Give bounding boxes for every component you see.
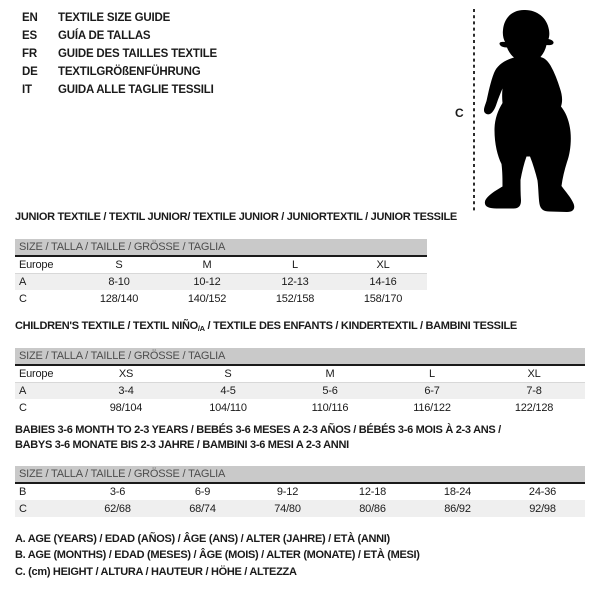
table-row: C 98/104 104/110 110/116 116/122 122/128 <box>15 399 585 416</box>
size-cell: 116/122 <box>413 401 451 414</box>
size-cell: 24-36 <box>528 486 557 498</box>
row-label: C <box>19 401 27 414</box>
size-cell: 62/68 <box>75 500 160 517</box>
size-cell: XL <box>483 365 585 383</box>
baby-silhouette <box>483 9 575 212</box>
size-cell: 74/80 <box>245 500 330 517</box>
size-cell: 4-5 <box>177 382 279 399</box>
table-row: B 3-6 6-9 9-12 12-18 18-24 24-36 <box>15 483 585 500</box>
table-row: C 62/68 68/74 74/80 80/86 86/92 92/98 <box>15 500 585 517</box>
row-label: Europe <box>15 256 75 274</box>
table-row: Europe S M L XL <box>15 256 427 274</box>
size-cell: 122/128 <box>514 401 554 414</box>
language-row: FR GUIDE DES TAILLES TEXTILE <box>22 45 217 63</box>
legend-line-c: C. (cm) HEIGHT / ALTURA / HAUTEUR / HÖHE… <box>15 565 297 578</box>
language-title: TEXTILE SIZE GUIDE <box>58 12 171 24</box>
measure-legend: A. AGE (YEARS) / EDAD (AÑOS) / ÂGE (ANS)… <box>15 531 420 580</box>
baby-silhouette-svg <box>473 9 575 212</box>
size-cell: 8-10 <box>75 273 163 290</box>
size-cell: 7-8 <box>483 382 585 399</box>
children-size-table: SIZE / TALLA / TAILLE / GRÖSSE / TAGLIA … <box>15 348 585 416</box>
language-list: EN TEXTILE SIZE GUIDE ES GUÍA DE TALLAS … <box>22 9 217 99</box>
size-cell: S <box>75 256 163 274</box>
language-code: IT <box>22 84 32 96</box>
size-cell: 12-18 <box>358 486 387 498</box>
baby-figure: C <box>450 4 595 216</box>
language-title: GUIDE DES TAILLES TEXTILE <box>58 48 217 60</box>
language-code: EN <box>22 12 38 24</box>
size-cell: 18-24 <box>443 486 472 498</box>
size-header: SIZE / TALLA / TAILLE / GRÖSSE / TAGLIA <box>15 239 427 257</box>
language-row: ES GUÍA DE TALLAS <box>22 27 217 45</box>
size-cell: 9-12 <box>276 486 299 498</box>
size-cell: 98/104 <box>109 401 143 414</box>
size-cell: 92/98 <box>500 500 585 517</box>
table-row: Europe XS S M L XL <box>15 365 585 383</box>
size-cell: 3-6 <box>109 486 126 498</box>
language-row: IT GUIDA ALLE TAGLIE TESSILI <box>22 81 217 99</box>
size-header: SIZE / TALLA / TAILLE / GRÖSSE / TAGLIA <box>15 466 585 484</box>
size-cell: L <box>381 365 483 383</box>
legend-line-b: B. AGE (MONTHS) / EDAD (MESES) / ÂGE (MO… <box>15 549 420 562</box>
row-label: A <box>15 273 75 290</box>
size-cell: 6-9 <box>194 486 211 498</box>
row-label: A <box>15 382 75 399</box>
size-cell: 86/92 <box>415 500 500 517</box>
children-title-pre: CHILDREN'S TEXTILE / TEXTIL NIÑO <box>15 320 198 332</box>
language-code: DE <box>22 66 38 78</box>
size-cell: 6-7 <box>381 382 483 399</box>
size-cell: 14-16 <box>339 273 427 290</box>
language-row: EN TEXTILE SIZE GUIDE <box>22 9 217 27</box>
table-row: A 3-4 4-5 5-6 6-7 7-8 <box>15 382 585 399</box>
size-cell: 104/110 <box>209 401 247 414</box>
babies-title-line1: BABIES 3-6 MONTH TO 2-3 YEARS / BEBÉS 3-… <box>15 424 501 436</box>
size-cell: 152/158 <box>275 292 315 305</box>
children-title-post: / TEXTILE DES ENFANTS / KINDERTEXTIL / B… <box>204 320 518 332</box>
size-cell: S <box>177 365 279 383</box>
size-cell: 3-4 <box>75 382 177 399</box>
size-cell: 140/152 <box>187 292 227 305</box>
language-title: GUÍA DE TALLAS <box>58 30 151 42</box>
language-row: DE TEXTILGRÖßENFÜHRUNG <box>22 63 217 81</box>
babies-title-line2: BABYS 3-6 MONATE BIS 2-3 JAHRE / BAMBINI… <box>15 439 349 451</box>
language-title: GUIDA ALLE TAGLIE TESSILI <box>58 84 214 96</box>
size-header: SIZE / TALLA / TAILLE / GRÖSSE / TAGLIA <box>15 348 585 366</box>
babies-section-title: BABIES 3-6 MONTH TO 2-3 YEARS / BEBÉS 3-… <box>15 423 501 453</box>
language-code: ES <box>22 30 37 42</box>
babies-table-wrap: SIZE / TALLA / TAILLE / GRÖSSE / TAGLIA … <box>15 466 585 517</box>
junior-size-table: SIZE / TALLA / TAILLE / GRÖSSE / TAGLIA … <box>15 239 427 307</box>
language-title: TEXTILGRÖßENFÜHRUNG <box>58 66 201 78</box>
size-cell: 110/116 <box>311 401 349 414</box>
size-cell: L <box>251 256 339 274</box>
language-code: FR <box>22 48 37 60</box>
row-label: Europe <box>15 365 75 383</box>
size-cell: M <box>163 256 251 274</box>
row-label: C <box>15 500 75 517</box>
legend-line-a: A. AGE (YEARS) / EDAD (AÑOS) / ÂGE (ANS)… <box>15 533 390 545</box>
size-cell: 128/140 <box>99 292 139 305</box>
size-cell: XS <box>75 365 177 383</box>
size-cell: M <box>279 365 381 383</box>
size-cell: 68/74 <box>160 500 245 517</box>
table-row: A 8-10 10-12 12-13 14-16 <box>15 273 427 290</box>
junior-table-wrap: SIZE / TALLA / TAILLE / GRÖSSE / TAGLIA … <box>15 239 427 307</box>
height-measure-label: C <box>455 106 464 120</box>
children-title-sub: /A <box>197 324 205 333</box>
size-cell: 10-12 <box>163 273 251 290</box>
size-cell: 5-6 <box>279 382 381 399</box>
row-label: B <box>19 486 27 498</box>
size-cell: 158/170 <box>363 292 403 305</box>
junior-section-title: JUNIOR TEXTILE / TEXTIL JUNIOR/ TEXTILE … <box>15 211 457 223</box>
size-cell: 12-13 <box>251 273 339 290</box>
row-label: C <box>19 292 27 305</box>
children-section-title: CHILDREN'S TEXTILE / TEXTIL NIÑO/A / TEX… <box>15 320 517 333</box>
size-cell: XL <box>339 256 427 274</box>
babies-size-table: SIZE / TALLA / TAILLE / GRÖSSE / TAGLIA … <box>15 466 585 517</box>
table-row: C 128/140 140/152 152/158 158/170 <box>15 290 427 307</box>
children-table-wrap: SIZE / TALLA / TAILLE / GRÖSSE / TAGLIA … <box>15 348 585 416</box>
size-cell: 80/86 <box>330 500 415 517</box>
